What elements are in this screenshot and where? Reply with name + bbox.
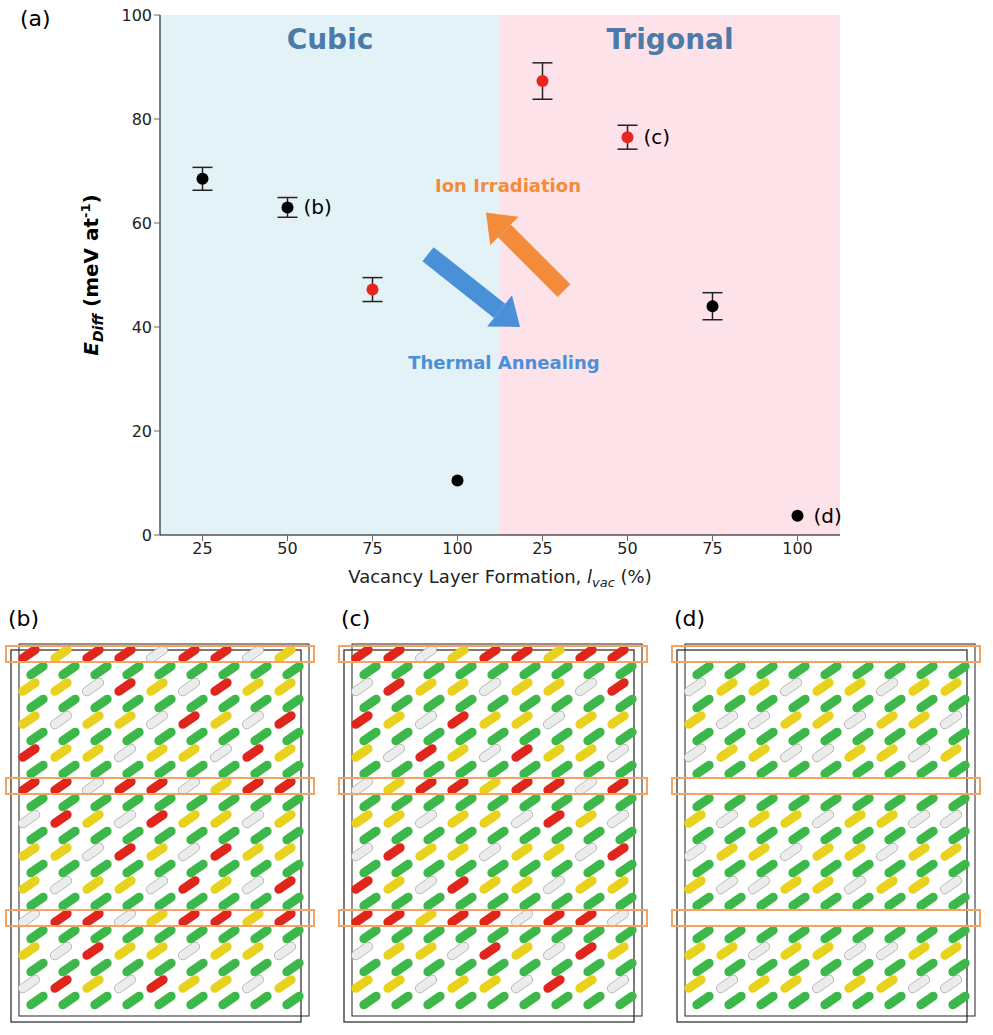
html-text:(c): (c) (341, 606, 371, 631)
svg-text:25: 25 (532, 539, 552, 558)
html-text:(b): (b) (8, 606, 40, 631)
svg-text:80: 80 (132, 110, 152, 129)
svg-text:50: 50 (277, 539, 297, 558)
svg-text:40: 40 (132, 318, 152, 337)
svg-text:Cubic: Cubic (287, 23, 374, 56)
svg-text:Ion Irradiation: Ion Irradiation (435, 175, 581, 196)
svg-text:(c): (c) (644, 125, 671, 149)
svg-text:(d): (d) (814, 504, 842, 528)
svg-text:Vacancy Layer Formation, lvac: Vacancy Layer Formation, lvac (%) (348, 566, 651, 590)
svg-text:0: 0 (142, 526, 152, 545)
html-text:(a): (a) (20, 6, 51, 31)
svg-text:EDiff (meV at-1): EDiff (meV at-1) (78, 194, 106, 355)
svg-text:50: 50 (617, 539, 637, 558)
svg-text:Thermal Annealing: Thermal Annealing (408, 352, 599, 373)
svg-text:75: 75 (702, 539, 722, 558)
svg-text:(b): (b) (304, 195, 332, 219)
svg-text:Trigonal: Trigonal (606, 23, 733, 56)
svg-text:100: 100 (442, 539, 473, 558)
html-text:(d): (d) (674, 606, 706, 631)
svg-text:60: 60 (132, 214, 152, 233)
svg-text:75: 75 (362, 539, 382, 558)
svg-text:20: 20 (132, 422, 152, 441)
svg-text:100: 100 (782, 539, 813, 558)
svg-text:100: 100 (121, 6, 152, 25)
svg-text:25: 25 (192, 539, 212, 558)
